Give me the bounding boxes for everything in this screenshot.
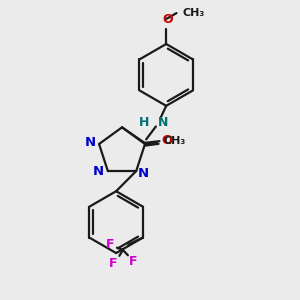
- Text: N: N: [138, 167, 149, 180]
- Text: H: H: [139, 116, 149, 129]
- Text: F: F: [106, 238, 115, 251]
- Text: N: N: [158, 116, 168, 129]
- Text: CH₃: CH₃: [182, 8, 205, 18]
- Text: N: N: [85, 136, 96, 149]
- Text: F: F: [129, 255, 137, 268]
- Text: CH₃: CH₃: [163, 136, 185, 146]
- Text: O: O: [162, 13, 173, 26]
- Text: N: N: [93, 165, 104, 178]
- Text: F: F: [109, 257, 118, 270]
- Text: O: O: [162, 134, 173, 147]
